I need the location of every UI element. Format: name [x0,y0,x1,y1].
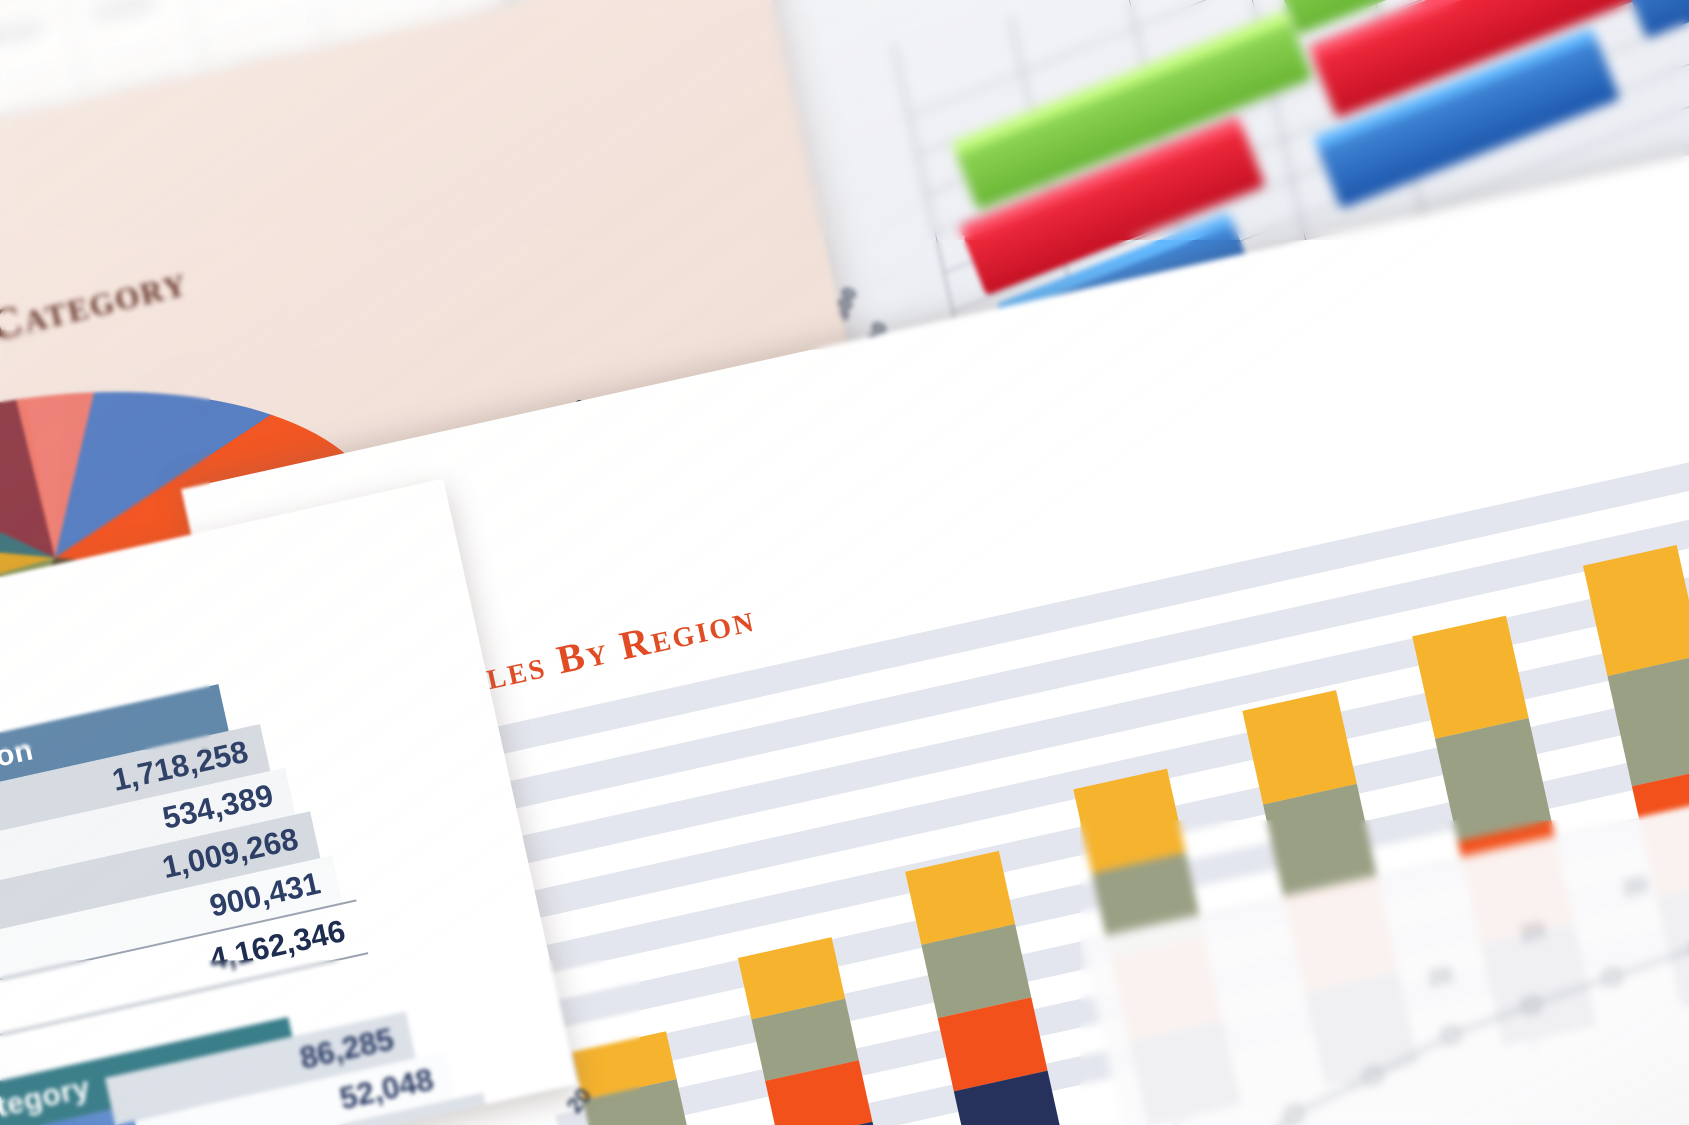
svg-text:20: 20 [1621,871,1650,901]
svg-text:20: 20 [1518,917,1547,947]
svg-text:20: 20 [1426,962,1455,992]
pie-chart-title: Sales By Category [0,255,192,397]
bar-east-series1 [1622,0,1689,39]
